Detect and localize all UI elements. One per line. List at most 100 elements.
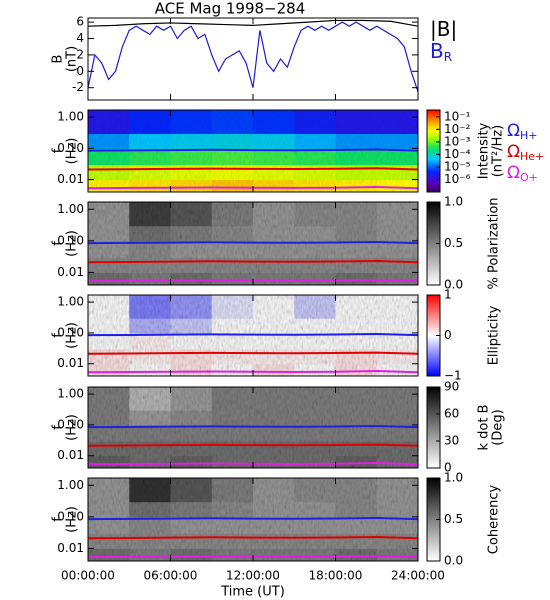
- y-axis-title: f: [51, 517, 66, 522]
- series-line: [88, 21, 418, 92]
- colorbar: [427, 478, 440, 561]
- y-axis-title: f: [51, 148, 66, 153]
- colorbar-tick-label: 1: [444, 288, 452, 302]
- colorbar-title: Ellipticity: [487, 305, 502, 365]
- y-axis-unit: (nT): [65, 46, 80, 72]
- y-tick-label: 0.01: [57, 172, 84, 186]
- colorbar-tick-label: 10⁻¹: [444, 109, 471, 123]
- x-tick-label: 18:00:00: [309, 569, 363, 583]
- plot-area: [88, 19, 418, 92]
- series-line: [88, 351, 418, 355]
- legend-entry: BR: [430, 39, 452, 64]
- x-tick-label: 24:00:00: [391, 569, 445, 583]
- colorbar-title: Intensity: [477, 122, 492, 179]
- y-tick-label: 0.10: [57, 141, 84, 155]
- y-axis-unit: (Hz): [65, 138, 80, 165]
- legend-name: |B|: [430, 17, 457, 41]
- y-tick-label: 0.10: [57, 233, 84, 247]
- legend-name: B: [430, 39, 444, 63]
- legend-name: Ω: [507, 163, 520, 183]
- y-tick-label: 1.00: [57, 478, 84, 492]
- colorbar-tick-label: 0.0: [444, 278, 463, 292]
- y-axis-unit: (Hz): [65, 506, 80, 533]
- y-axis-title: f: [51, 241, 66, 246]
- y-axis-title: f: [51, 333, 66, 338]
- y-tick-label: 0: [76, 64, 84, 78]
- colorbar-title: k dot B: [477, 404, 492, 450]
- y-tick-label: -2: [72, 80, 84, 94]
- plot-area: [88, 478, 418, 561]
- y-tick-label: 0.10: [57, 325, 84, 339]
- legend-name: Ω: [507, 142, 520, 162]
- y-tick-label: 1.00: [57, 295, 84, 309]
- colorbar-tick-label: 10⁻⁶: [444, 172, 471, 186]
- y-axis-unit: (Hz): [65, 414, 80, 441]
- colorbar-title: (Deg): [491, 409, 506, 445]
- legend-entry: ΩO+: [507, 163, 538, 184]
- colorbar-tick-label: 1.0: [444, 195, 463, 209]
- colorbar-title: Coherency: [487, 484, 502, 554]
- y-tick-label: 0.01: [57, 265, 84, 279]
- colorbar-tick-label: 10⁻²: [444, 122, 471, 136]
- colorbar: [427, 295, 440, 376]
- colorbar-tick-label: 0.5: [444, 512, 463, 526]
- y-tick-label: 0.01: [57, 541, 84, 555]
- y-tick-label: 6: [76, 15, 84, 29]
- x-axis-title: Time (UT): [220, 585, 285, 600]
- colorbar-tick-label: 0.0: [444, 554, 463, 568]
- y-tick-label: 1.00: [57, 202, 84, 216]
- legend-entry: |B|: [430, 17, 457, 41]
- series-line: [88, 333, 418, 337]
- series-line: [88, 19, 418, 27]
- y-axis-title: f: [51, 425, 66, 430]
- y-tick-label: 4: [76, 31, 84, 45]
- colorbar-tick-label: 60: [444, 407, 459, 421]
- y-tick-label: 0.01: [57, 448, 84, 462]
- legend-subscript: He+: [520, 150, 544, 163]
- legend-entry: ΩHe+: [507, 142, 544, 163]
- series-line: [88, 240, 418, 245]
- colorbar: [427, 387, 440, 468]
- series-line: [88, 260, 418, 264]
- colorbar-tick-label: 30: [444, 434, 459, 448]
- chart-title: ACE Mag 1998−284: [155, 0, 306, 18]
- colorbar-title: (nT²/Hz): [491, 125, 506, 178]
- series-line: [88, 148, 418, 152]
- y-tick-label: 0.10: [57, 417, 84, 431]
- colorbar-tick-label: −1: [444, 369, 462, 383]
- colorbar-tick-label: 0.5: [444, 236, 463, 250]
- y-axis-title: B: [51, 55, 66, 64]
- y-tick-label: 2: [76, 47, 84, 61]
- colorbar-tick-label: 90: [444, 380, 459, 394]
- plot-area: [88, 110, 418, 192]
- y-tick-label: 1.00: [57, 110, 84, 124]
- series-line: [88, 536, 418, 540]
- series-line: [88, 167, 418, 171]
- x-tick-label: 00:00:00: [61, 569, 115, 583]
- colorbar-tick-label: 1.0: [444, 471, 463, 485]
- x-tick-label: 12:00:00: [226, 569, 280, 583]
- colorbar-tick-label: 10⁻⁴: [444, 147, 471, 161]
- legend-subscript: R: [444, 50, 452, 64]
- legend-subscript: O+: [520, 171, 538, 184]
- y-axis-unit: (Hz): [65, 322, 80, 349]
- colorbar-tick-label: 0: [444, 461, 452, 475]
- legend-entry: ΩH+: [507, 121, 538, 142]
- plot-area: [88, 387, 418, 468]
- colorbar-tick-label: 10⁻³: [444, 134, 471, 148]
- plot-area: [88, 202, 418, 285]
- colorbar-frame: [426, 109, 441, 193]
- x-tick-label: 06:00:00: [144, 569, 198, 583]
- colorbar-tick-label: 0: [444, 328, 452, 342]
- colorbar-title: % Polarization: [487, 197, 502, 289]
- legend-name: Ω: [507, 121, 520, 141]
- y-tick-label: 1.00: [57, 387, 84, 401]
- y-tick-label: 0.10: [57, 509, 84, 523]
- colorbar: [427, 202, 440, 285]
- series-line: [88, 443, 418, 447]
- y-axis-unit: (Hz): [65, 230, 80, 257]
- legend-subscript: H+: [520, 129, 538, 142]
- colorbar: [427, 110, 440, 192]
- colorbar-tick-label: 10⁻⁵: [444, 159, 471, 173]
